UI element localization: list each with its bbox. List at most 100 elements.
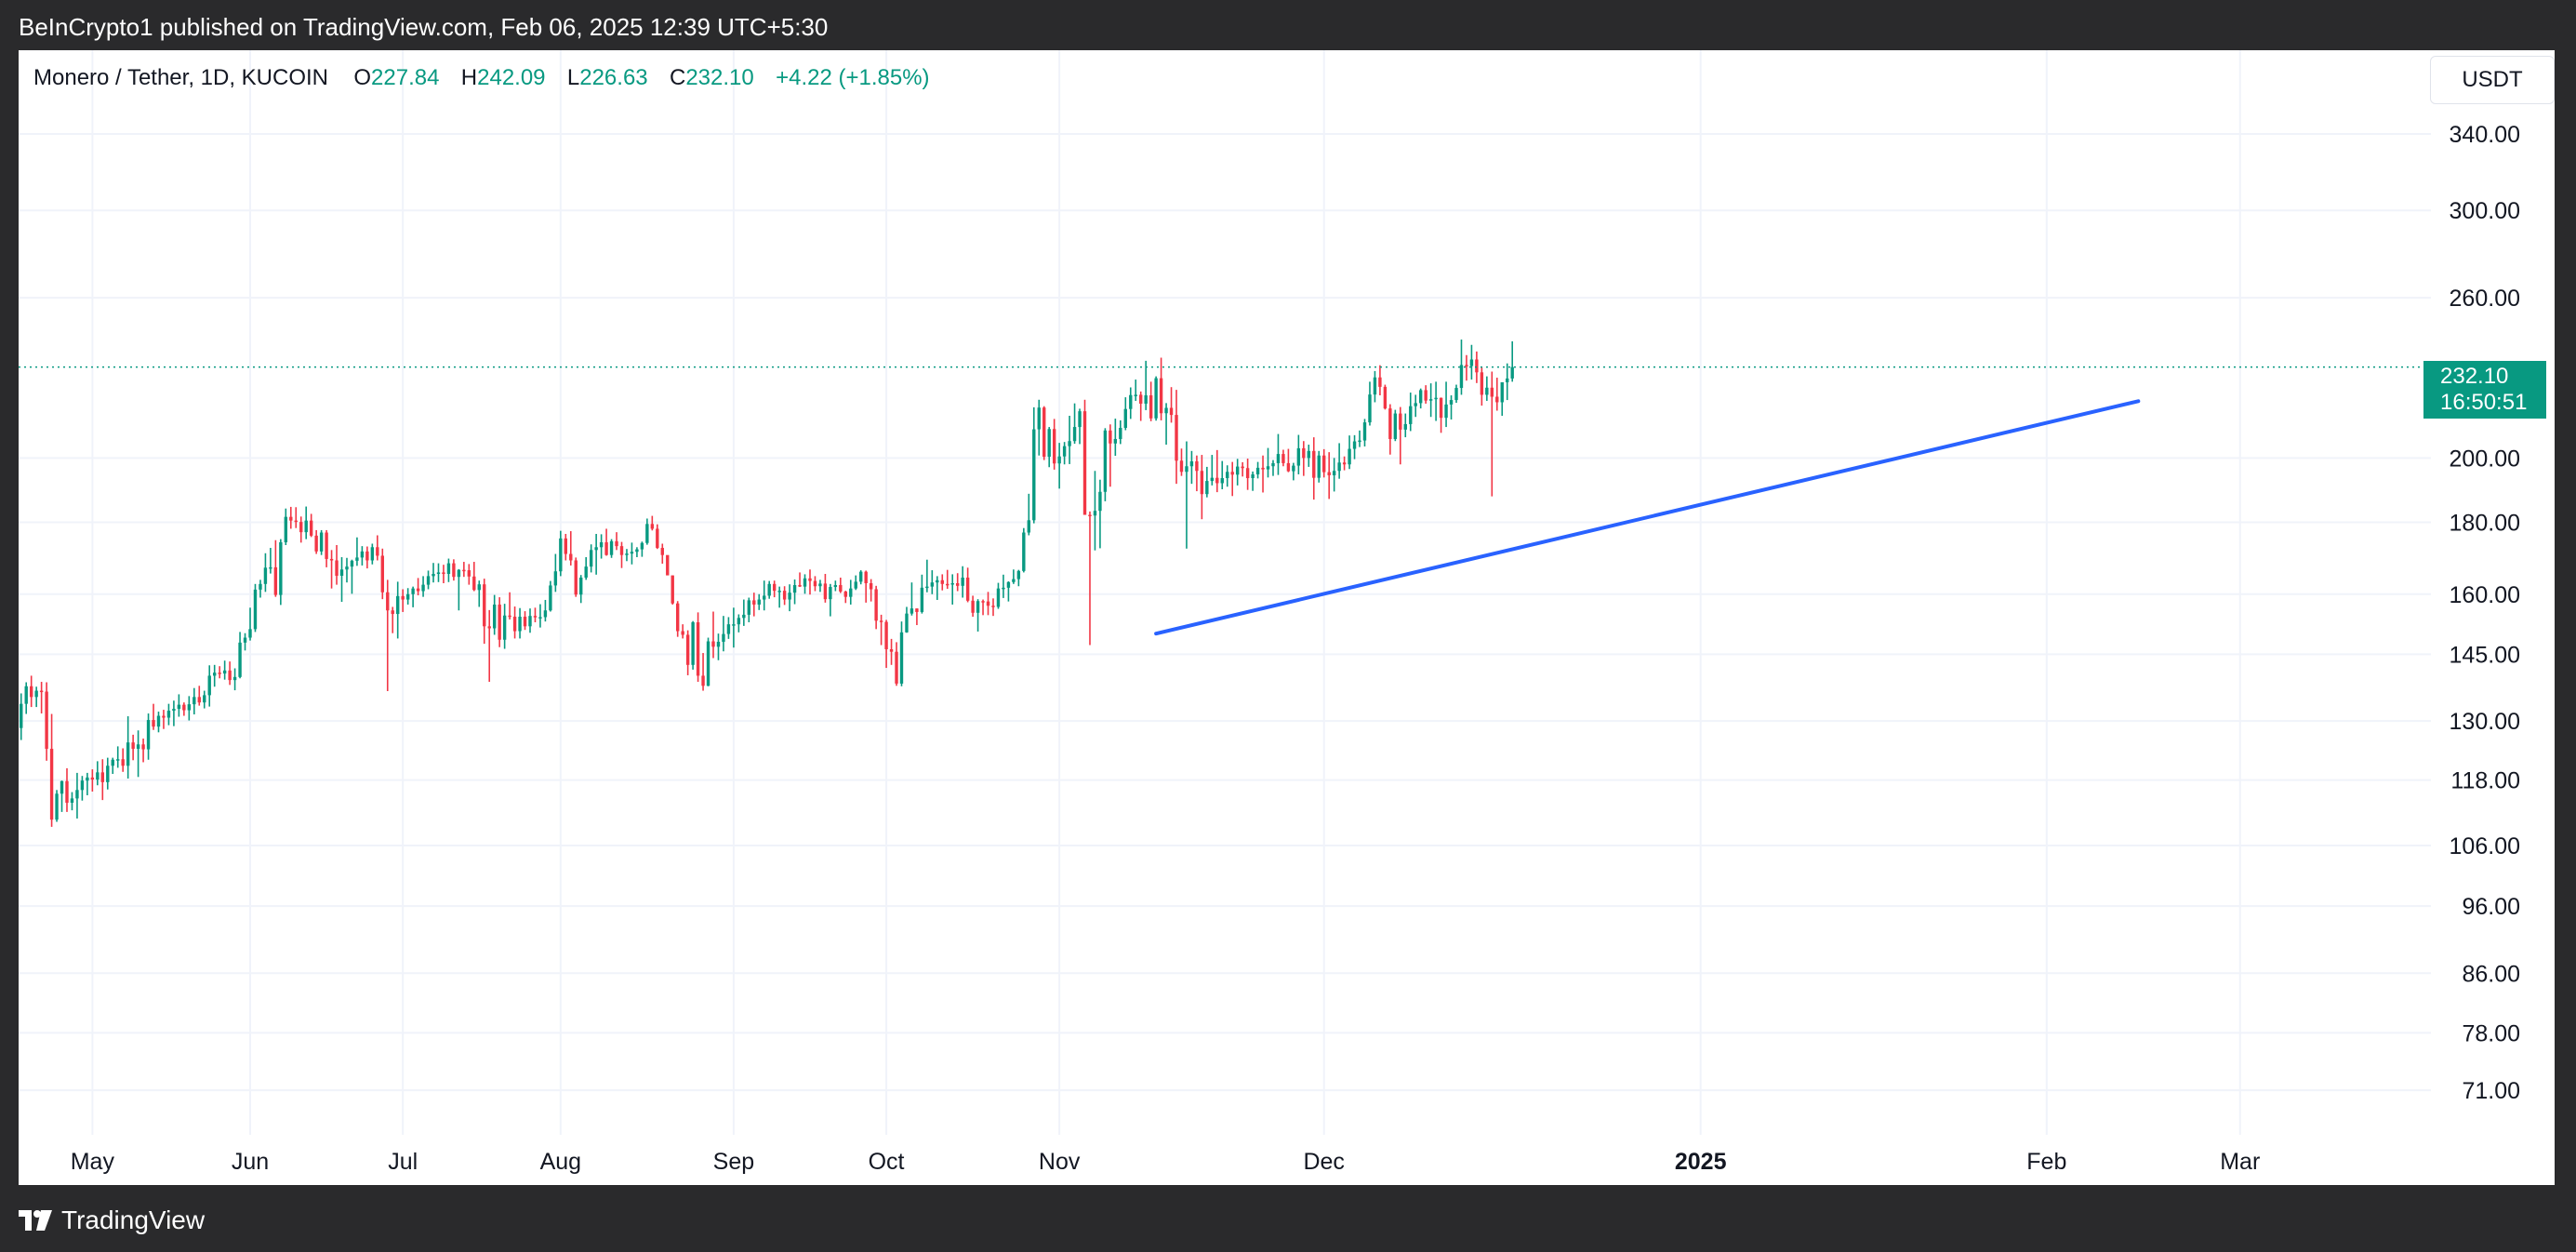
candle [80,776,85,801]
candle-body [1241,466,1244,469]
candle-body [177,704,181,710]
candle-body [483,584,486,627]
chart-panel[interactable]: 340.00 300.00 260.00 200.00 180.00 160.00 145.… [19,50,2555,1185]
candle-body [808,578,812,581]
candle [726,617,731,639]
candle [126,716,130,779]
candle [477,580,481,607]
candle [1403,413,1407,438]
candle [1428,383,1433,418]
candle [177,694,181,717]
candle-body [706,641,710,686]
candle-body [1052,429,1056,464]
candle [1510,340,1514,382]
candle [645,518,649,545]
candle-body [141,744,145,750]
candle-body [940,579,944,584]
candle-body [711,641,715,647]
candle-body [1016,570,1021,579]
candle-body [380,555,384,593]
candle [752,593,756,617]
candle-body [925,586,929,589]
candle-body [899,632,904,684]
candle-body [1302,447,1306,459]
candle-body [294,520,298,523]
candle [34,686,38,708]
candle [981,599,985,616]
candle [1245,458,1250,490]
candle-body [609,540,614,555]
candle [905,606,909,633]
candle [1358,430,1361,447]
candle [666,554,670,576]
candle [1062,442,1067,465]
candle [212,664,217,687]
candle-body [1495,396,1499,403]
time-tick-label: Sep [713,1149,754,1175]
candle-body [818,583,822,587]
open-value: 227.84 [371,65,440,90]
candle [1129,387,1133,420]
candle-body [166,711,171,718]
time-tick-label: May [71,1149,115,1175]
candle [472,562,476,592]
price-tick-label: 96.00 [2462,894,2520,920]
candle-body [722,633,725,642]
candle-body [350,560,354,567]
candle [589,544,593,573]
candle [39,682,44,714]
candle [446,558,451,582]
candle [442,565,445,583]
candle-body [1332,471,1336,475]
candle-body [1327,472,1331,475]
candle-body [986,601,990,606]
candle [370,543,375,565]
candle [345,557,349,583]
candle-body [1189,460,1194,467]
time-tick-label: Dec [1303,1149,1344,1175]
candle-body [747,600,751,615]
candle-body [1465,365,1468,366]
candle [365,546,369,569]
candle [757,593,761,610]
candle-body [299,522,303,533]
candle [1362,419,1367,446]
candle [502,604,507,649]
price-chart[interactable]: 340.00 300.00 260.00 200.00 180.00 160.00 145.… [19,50,2555,1185]
candle [1266,447,1270,478]
candle-body [116,759,120,761]
candle [930,570,935,594]
candle [1235,459,1240,486]
close-label: C [669,65,686,90]
candle-body [1047,429,1051,458]
candle [767,580,771,599]
candle [594,533,598,575]
tradingview-brand[interactable]: TradingView [19,1205,205,1235]
candle-body [1485,387,1489,395]
candle [946,569,949,590]
candle-body [1500,381,1504,403]
currency-selector[interactable]: USDT [2430,56,2555,104]
candle-body [681,631,684,635]
candle-body [936,579,939,583]
candle-body [1072,427,1077,442]
candle-body [355,557,359,561]
candle [467,564,471,585]
candle-body [391,610,394,615]
candle [279,539,283,606]
candle-body [136,744,140,750]
candle-body [920,587,924,612]
candle-body [65,780,69,804]
candle-body [386,592,390,611]
candle-body [579,577,583,595]
candle-body [100,772,104,782]
candle-body [955,583,960,586]
candle [131,734,135,761]
candle [1485,376,1489,401]
candle [360,546,365,566]
candle [854,575,857,591]
candle-body [1444,404,1448,419]
candle-body [685,634,690,665]
candle-body [273,566,278,595]
time-tick-label: Jul [388,1149,418,1175]
